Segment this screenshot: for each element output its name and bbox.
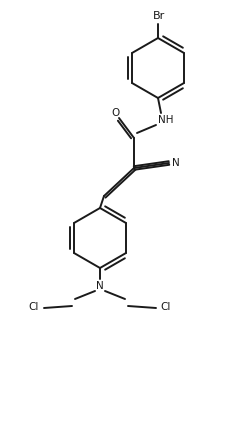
Text: Cl: Cl [29,302,39,312]
Text: N: N [96,281,104,291]
Text: Br: Br [153,11,165,21]
Text: O: O [111,108,119,118]
Text: N: N [172,158,180,168]
Text: NH: NH [158,115,174,125]
Text: Cl: Cl [161,302,171,312]
